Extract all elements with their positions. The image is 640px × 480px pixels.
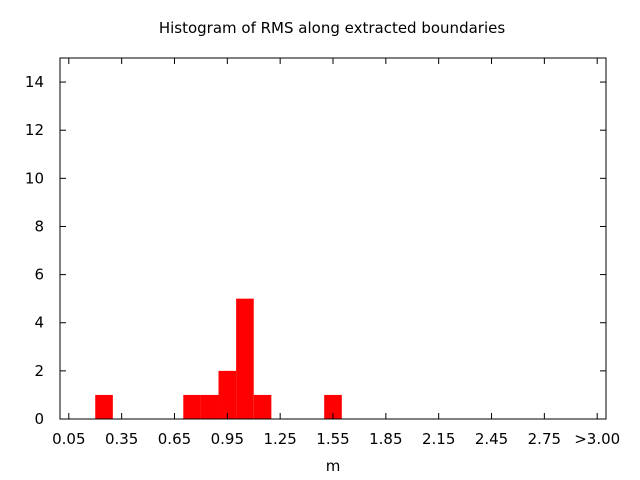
x-tick-label: 1.85 (369, 430, 402, 448)
x-tick-label: 1.25 (263, 430, 296, 448)
y-tick-label: 6 (34, 266, 44, 284)
y-tick-label: 0 (34, 410, 44, 428)
x-axis: 0.05 0.35 0.65 0.95 1.25 1.55 1.85 2.15 2.45 2.75… (52, 58, 620, 448)
x-tick-label: 2.45 (475, 430, 508, 448)
histogram-bar-0 (95, 394, 113, 419)
histogram-bar-4 (236, 298, 254, 419)
histogram-bar-3 (218, 370, 237, 419)
histogram-bar-2 (200, 394, 219, 419)
histogram-bar-1 (183, 394, 201, 419)
y-tick-label: 12 (25, 121, 44, 139)
y-tick-label: 14 (25, 73, 44, 91)
x-tick-label: >3.00 (574, 430, 620, 448)
histogram-bar-6 (324, 394, 342, 419)
x-tick-label: 2.15 (422, 430, 455, 448)
plot-frame (59, 57, 607, 420)
x-axis-label: m (326, 457, 341, 475)
x-tick-label: 0.05 (52, 430, 85, 448)
y-tick-label: 10 (25, 169, 44, 187)
x-tick-label: 0.95 (211, 430, 244, 448)
x-tick-label: 0.35 (105, 430, 138, 448)
y-tick-label: 4 (34, 314, 44, 332)
y-axis: 0 2 4 6 8 10 12 14 (25, 73, 606, 428)
x-tick-label: 1.55 (316, 430, 349, 448)
chart-title: Histogram of RMS along extracted boundar… (159, 19, 506, 37)
bars-group (95, 298, 342, 419)
x-tick-label: 0.65 (158, 430, 191, 448)
x-tick-label: 2.75 (528, 430, 561, 448)
histogram-bar-5 (253, 394, 272, 419)
y-tick-label: 8 (34, 217, 44, 235)
y-tick-label: 2 (34, 362, 44, 380)
